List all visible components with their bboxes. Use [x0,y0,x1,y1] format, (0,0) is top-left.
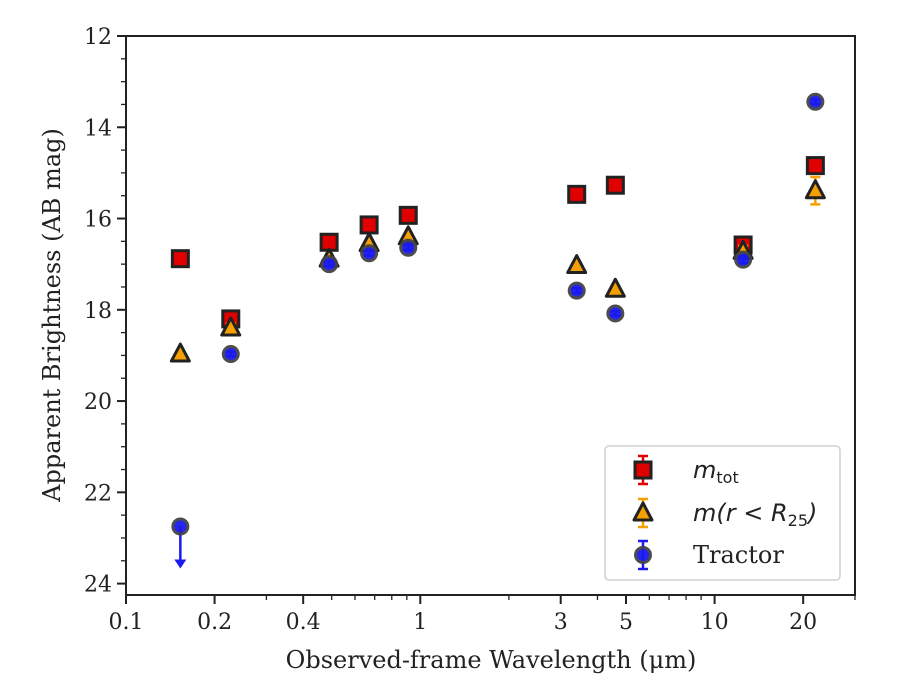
y-tick-label: 22 [84,481,112,506]
plot-frame [125,35,856,596]
x-tick-label: 1 [413,610,427,635]
series-circle [171,92,825,569]
data-point [221,345,240,364]
data-point [604,277,626,298]
axes-layer: 12 14 16 18 20 22 24 0.1 0.2 0.4 1 3 5 10 20 [84,25,856,635]
data-point [567,184,587,204]
y-tick-label: 12 [84,25,112,50]
y-tick-label: 18 [84,299,112,324]
y-tick-label: 14 [84,116,112,141]
legend: mtot m(r < R25) Tractor [604,445,841,581]
data-point [171,517,190,536]
marks-layer [169,92,826,569]
series-square [170,156,825,329]
upper-limit-arrowhead [174,559,187,569]
data-point [169,342,191,363]
data-point [734,250,753,269]
x-tick-label: 5 [619,610,633,635]
series-triangle [169,175,826,363]
legend-label: m(r < R25) [693,499,817,530]
data-point [220,316,242,337]
data-point [320,255,339,274]
data-point [605,175,625,195]
data-point [804,179,826,200]
y-tick-label: 20 [84,390,112,415]
data-point [359,215,379,235]
legend-marker [632,501,654,522]
y-tick-label: 24 [84,573,112,598]
data-point [399,238,418,257]
x-tick-label: 0.2 [197,610,232,635]
legend-label: mtot [693,456,739,487]
legend-marker [634,546,652,564]
x-tick-label: 3 [554,610,568,635]
y-axis-title: Apparent Brightness (AB mag) [38,128,66,503]
data-point [805,156,825,176]
legend-box [604,445,841,581]
legend-label: Tractor [693,541,784,569]
data-point [606,304,625,323]
y-tick-label: 16 [84,208,112,233]
legend-marker [633,460,653,480]
data-point [806,92,825,111]
data-point [398,205,418,225]
x-tick-label: 20 [789,610,817,635]
x-tick-label: 10 [701,610,729,635]
x-tick-label: 0.4 [286,610,321,635]
data-point [360,244,379,263]
x-axis-title: Observed-frame Wavelength (μm) [286,646,697,674]
data-point [567,281,586,300]
x-tick-label: 0.1 [109,610,144,635]
data-point [566,254,588,275]
data-point [170,249,190,269]
